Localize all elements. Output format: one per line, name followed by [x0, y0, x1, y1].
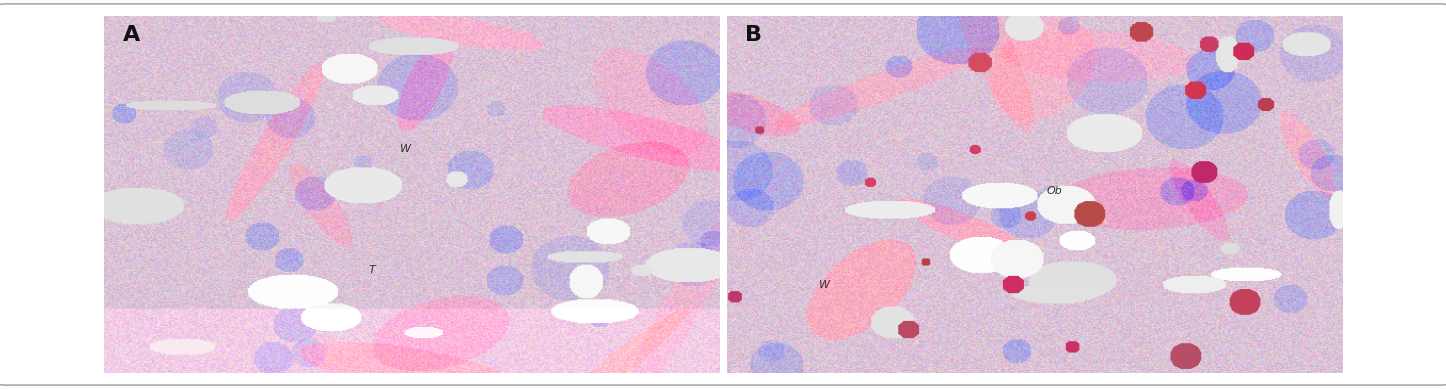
- Text: T: T: [369, 265, 376, 275]
- Text: B: B: [745, 25, 762, 45]
- FancyBboxPatch shape: [0, 4, 1446, 385]
- Text: W: W: [818, 280, 830, 289]
- Text: Ob: Ob: [1047, 186, 1063, 196]
- Text: A: A: [123, 25, 140, 45]
- Text: W: W: [399, 144, 411, 154]
